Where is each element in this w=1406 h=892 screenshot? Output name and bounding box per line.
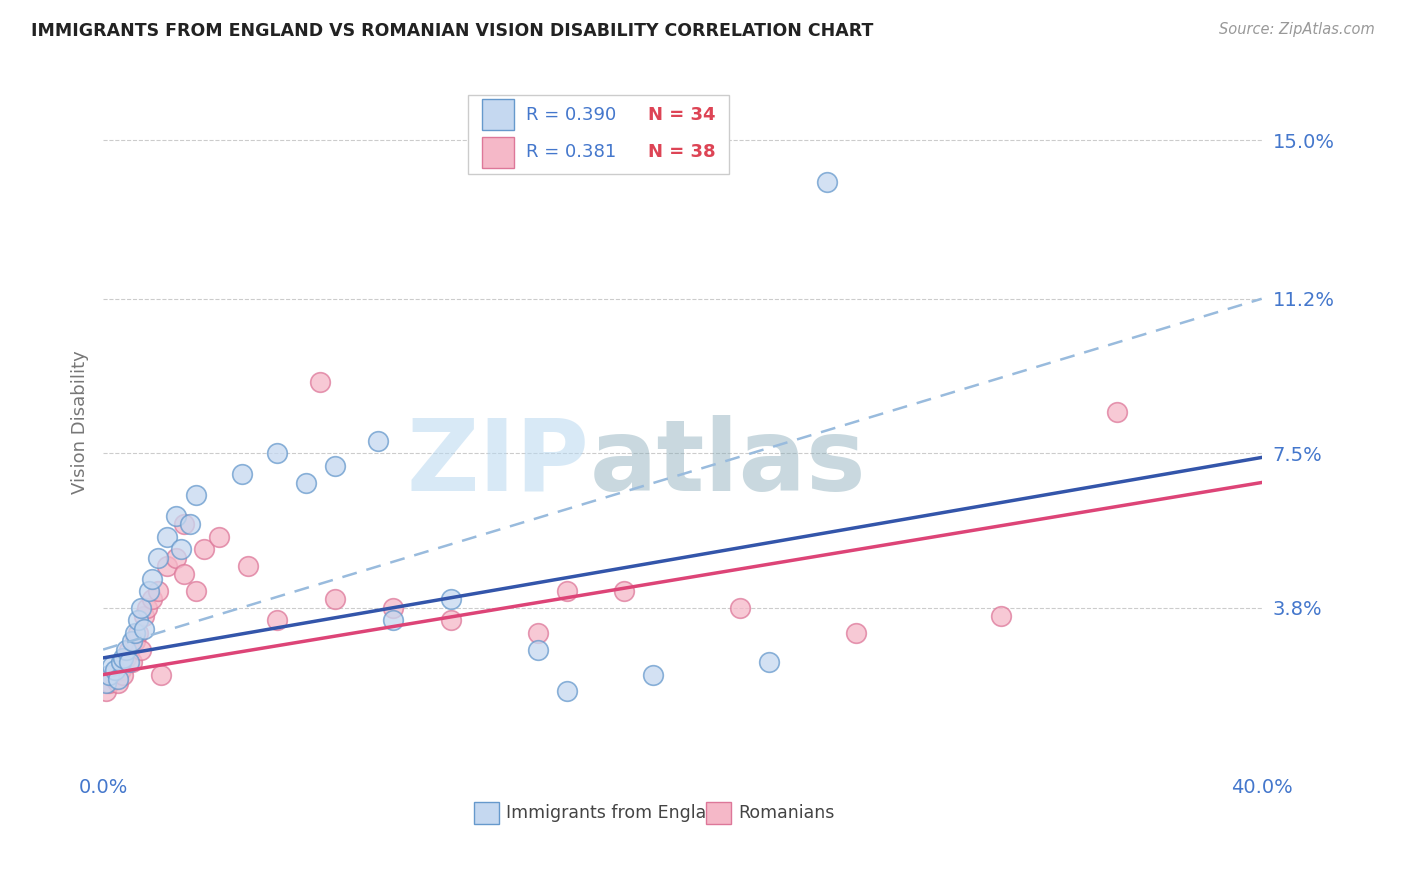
Point: [613, 584, 636, 599]
Point: [101, 659, 124, 673]
Point: [440, 613, 463, 627]
Text: IMMIGRANTS FROM ENGLAND VS ROMANIAN VISION DISABILITY CORRELATION CHART: IMMIGRANTS FROM ENGLAND VS ROMANIAN VISI…: [31, 22, 873, 40]
Point: [165, 550, 187, 565]
Point: [381, 613, 404, 627]
Text: N = 34: N = 34: [648, 106, 716, 124]
Point: [115, 651, 138, 665]
Point: [112, 667, 135, 681]
Point: [266, 613, 288, 627]
Point: [173, 567, 195, 582]
Text: ZIP: ZIP: [406, 415, 589, 512]
Point: [156, 559, 179, 574]
Point: [184, 584, 207, 599]
Bar: [482, 99, 515, 130]
Point: [94, 676, 117, 690]
Point: [440, 592, 463, 607]
Point: [146, 584, 169, 599]
Point: [107, 672, 129, 686]
Point: [124, 625, 146, 640]
Point: [146, 550, 169, 565]
FancyBboxPatch shape: [468, 95, 728, 174]
Point: [141, 592, 163, 607]
Point: [101, 667, 124, 681]
Text: atlas: atlas: [589, 415, 866, 512]
Point: [845, 625, 868, 640]
Point: [104, 672, 127, 686]
Point: [173, 517, 195, 532]
Y-axis label: Vision Disability: Vision Disability: [72, 350, 89, 494]
Point: [121, 634, 143, 648]
Point: [107, 676, 129, 690]
Point: [115, 642, 138, 657]
Point: [118, 642, 141, 657]
Point: [132, 622, 155, 636]
Point: [815, 175, 838, 189]
Point: [150, 667, 173, 681]
Point: [990, 609, 1012, 624]
Point: [367, 434, 389, 448]
Point: [110, 664, 132, 678]
Point: [94, 684, 117, 698]
Point: [184, 488, 207, 502]
Text: Romanians: Romanians: [738, 804, 834, 822]
Point: [141, 572, 163, 586]
Point: [323, 592, 346, 607]
Point: [110, 655, 132, 669]
Text: R = 0.390: R = 0.390: [526, 106, 616, 124]
Point: [97, 667, 120, 681]
Bar: [706, 802, 731, 823]
Point: [156, 530, 179, 544]
Point: [323, 458, 346, 473]
Point: [104, 664, 127, 678]
Point: [118, 655, 141, 669]
Point: [526, 642, 548, 657]
Point: [165, 508, 187, 523]
Point: [124, 634, 146, 648]
Point: [121, 655, 143, 669]
Point: [179, 517, 201, 532]
Point: [1105, 404, 1128, 418]
Point: [309, 376, 332, 390]
Bar: [482, 136, 515, 168]
Point: [132, 609, 155, 624]
Point: [526, 625, 548, 640]
Point: [758, 655, 780, 669]
Bar: [474, 802, 499, 823]
Point: [129, 642, 152, 657]
Text: N = 38: N = 38: [648, 143, 716, 161]
Point: [236, 559, 259, 574]
Point: [266, 446, 288, 460]
Text: Immigrants from England: Immigrants from England: [506, 804, 728, 822]
Point: [231, 467, 253, 482]
Point: [730, 600, 752, 615]
Point: [127, 613, 149, 627]
Point: [170, 542, 193, 557]
Point: [97, 676, 120, 690]
Text: Source: ZipAtlas.com: Source: ZipAtlas.com: [1219, 22, 1375, 37]
Point: [555, 684, 578, 698]
Point: [138, 584, 160, 599]
Point: [193, 542, 215, 557]
Point: [295, 475, 318, 490]
Point: [643, 667, 665, 681]
Point: [555, 584, 578, 599]
Point: [135, 600, 157, 615]
Point: [129, 600, 152, 615]
Point: [208, 530, 231, 544]
Text: R = 0.381: R = 0.381: [526, 143, 616, 161]
Point: [112, 651, 135, 665]
Point: [127, 625, 149, 640]
Point: [381, 600, 404, 615]
